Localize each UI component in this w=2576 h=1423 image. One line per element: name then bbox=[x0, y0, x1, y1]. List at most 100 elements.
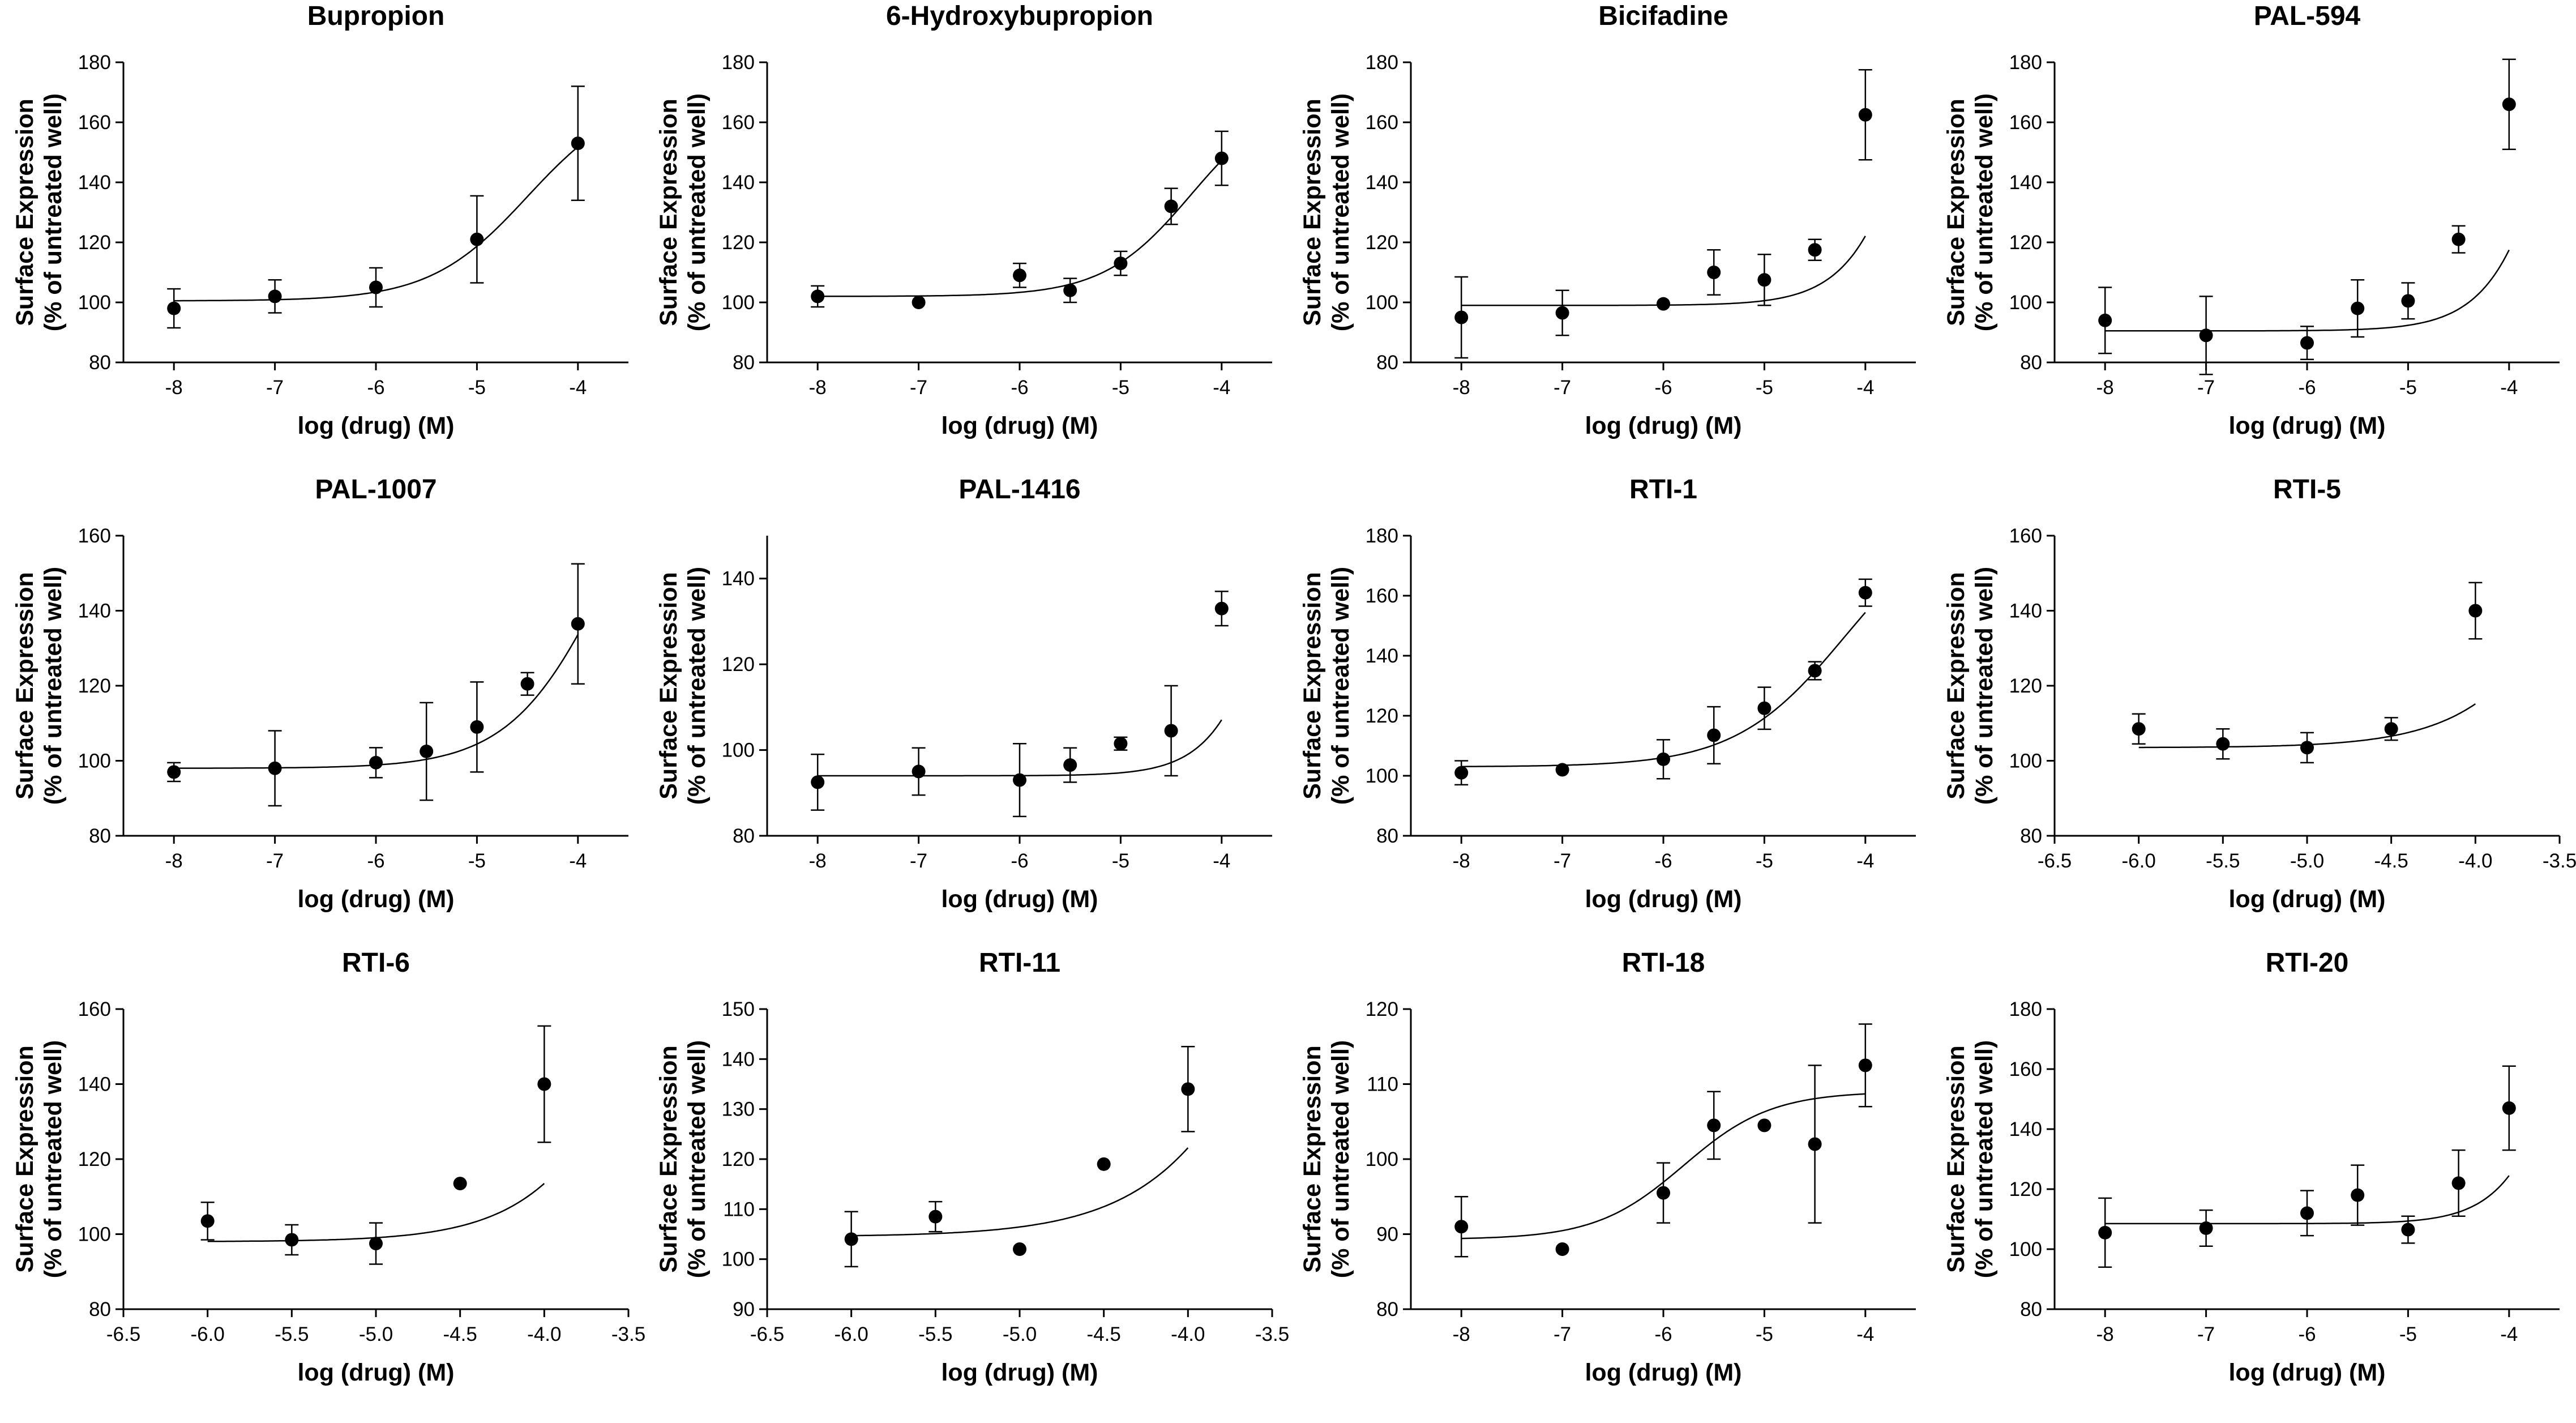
x-tick-label: -3.5 bbox=[611, 1323, 645, 1345]
x-tick-label: -8 bbox=[809, 377, 827, 399]
chart-svg: RTI-1 80 100 120 140 160 180 -8 -7 -6 -5 -4 log (dru… bbox=[1299, 475, 1916, 913]
y-tick-label: 100 bbox=[78, 1224, 111, 1246]
data-point bbox=[1757, 1118, 1771, 1133]
x-tick-label: -4.5 bbox=[2374, 850, 2408, 872]
data-point bbox=[1657, 752, 1670, 766]
data-point bbox=[1164, 724, 1178, 738]
chart-svg: PAL-594 80 100 120 140 160 180 -8 -7 -6 -5 -4 log (d… bbox=[1942, 1, 2560, 439]
y-tick-label: 100 bbox=[78, 750, 111, 772]
data-point bbox=[2300, 1206, 2314, 1220]
data-point bbox=[1808, 664, 1822, 678]
y-tick-label: 180 bbox=[722, 52, 755, 74]
x-tick-label: -6 bbox=[367, 377, 384, 399]
y-tick-label: 140 bbox=[78, 600, 111, 622]
x-tick-label: -8 bbox=[1453, 377, 1470, 399]
chart-title: RTI-18 bbox=[1622, 948, 1705, 978]
y-tick-label: 80 bbox=[1376, 352, 1398, 374]
y-tick-label: 80 bbox=[2020, 825, 2042, 847]
data-point bbox=[1063, 283, 1077, 297]
fit-curve bbox=[2105, 249, 2510, 332]
x-tick-label: -6.5 bbox=[106, 1323, 140, 1345]
x-tick-label: -5 bbox=[1756, 377, 1773, 399]
data-point bbox=[167, 301, 181, 315]
data-point bbox=[1555, 1242, 1569, 1256]
data-point bbox=[1657, 1186, 1670, 1200]
x-tick-label: -4.0 bbox=[1171, 1323, 1205, 1345]
data-point bbox=[2468, 604, 2483, 618]
y-tick-label: 100 bbox=[722, 292, 755, 314]
y-tick-label: 120 bbox=[1366, 232, 1398, 254]
data-point bbox=[2300, 741, 2314, 755]
y-tick-label: 120 bbox=[722, 232, 755, 254]
x-tick-label: -5 bbox=[1112, 377, 1129, 399]
x-tick-label: -4 bbox=[1856, 1323, 1874, 1345]
x-axis-label: log (drug) (M) bbox=[941, 1359, 1098, 1386]
chart-title: RTI-6 bbox=[342, 948, 410, 978]
y-tick-label: 140 bbox=[722, 1048, 755, 1070]
x-tick-label: -6.0 bbox=[2122, 850, 2156, 872]
y-tick-label: 140 bbox=[722, 568, 755, 590]
chart-svg: RTI-5 80 100 120 140 160 -6.5 -6.0 -5.5 -5.0 -4.5 -… bbox=[1942, 475, 2576, 913]
data-point bbox=[1214, 601, 1229, 616]
y-tick-label: 160 bbox=[722, 112, 755, 134]
y-tick-label: 80 bbox=[89, 825, 111, 847]
data-point bbox=[1013, 773, 1026, 787]
x-tick-label: -4 bbox=[1213, 850, 1230, 872]
data-point bbox=[369, 1237, 383, 1251]
x-axis-label: log (drug) (M) bbox=[297, 412, 454, 439]
data-point bbox=[2351, 1188, 2365, 1202]
data-point bbox=[2199, 328, 2213, 343]
data-point bbox=[453, 1177, 467, 1191]
y-tick-label: 160 bbox=[1366, 112, 1398, 134]
data-point bbox=[811, 775, 825, 789]
x-tick-label: -5 bbox=[468, 377, 486, 399]
y-tick-label: 100 bbox=[1366, 765, 1398, 787]
data-point bbox=[2351, 301, 2365, 315]
chart-panel: RTI-5 80 100 120 140 160 -6.5 -6.0 -5.5 -5.0 -4.5 -… bbox=[1931, 473, 2576, 947]
y-tick-label: 100 bbox=[722, 1249, 755, 1271]
fit-curve bbox=[851, 1147, 1189, 1237]
data-point bbox=[470, 720, 484, 734]
x-tick-label: -5.5 bbox=[2206, 850, 2240, 872]
fit-curve bbox=[818, 160, 1222, 297]
y-axis-label-units: (% of untreated well) bbox=[1971, 1040, 1998, 1278]
y-tick-label: 180 bbox=[1366, 52, 1398, 74]
y-tick-label: 120 bbox=[722, 653, 755, 676]
y-tick-label: 160 bbox=[78, 998, 111, 1020]
y-tick-label: 80 bbox=[1376, 825, 1398, 847]
data-point bbox=[844, 1232, 858, 1246]
data-point bbox=[1808, 243, 1822, 257]
y-axis-label-units: (% of untreated well) bbox=[683, 1040, 711, 1278]
x-tick-label: -6 bbox=[1011, 377, 1028, 399]
data-point bbox=[1808, 1137, 1822, 1151]
data-point bbox=[2199, 1221, 2213, 1235]
data-point bbox=[1707, 266, 1721, 279]
x-tick-label: -6 bbox=[1654, 377, 1672, 399]
x-axis-label: log (drug) (M) bbox=[297, 886, 454, 913]
x-tick-label: -6 bbox=[367, 850, 384, 872]
y-axis-label-units: (% of untreated well) bbox=[1327, 567, 1354, 805]
chart-title: RTI-5 bbox=[2273, 475, 2341, 505]
data-point bbox=[1454, 766, 1469, 780]
y-tick-label: 180 bbox=[2009, 52, 2042, 74]
y-axis-label: Surface Expression bbox=[1942, 572, 1970, 800]
chart-svg: PAL-1007 80 100 120 140 160 -8 -7 -6 -5 -4 log (dru… bbox=[11, 475, 628, 913]
x-tick-label: -6.0 bbox=[191, 1323, 225, 1345]
x-tick-label: -5.5 bbox=[918, 1323, 952, 1345]
y-tick-label: 140 bbox=[1366, 172, 1398, 194]
data-point bbox=[928, 1210, 943, 1224]
data-point bbox=[2451, 1176, 2466, 1190]
y-tick-label: 140 bbox=[722, 172, 755, 194]
x-tick-label: -3.5 bbox=[2543, 850, 2576, 872]
data-point bbox=[268, 761, 282, 775]
x-tick-label: -7 bbox=[1554, 850, 1571, 872]
y-tick-label: 80 bbox=[1376, 1298, 1398, 1321]
data-point bbox=[470, 232, 484, 246]
x-tick-label: -4 bbox=[569, 850, 587, 872]
y-tick-label: 160 bbox=[2009, 1058, 2042, 1080]
x-tick-label: -4 bbox=[1213, 377, 1230, 399]
y-tick-label: 180 bbox=[2009, 998, 2042, 1020]
y-tick-label: 80 bbox=[733, 352, 755, 374]
data-point bbox=[285, 1233, 299, 1247]
